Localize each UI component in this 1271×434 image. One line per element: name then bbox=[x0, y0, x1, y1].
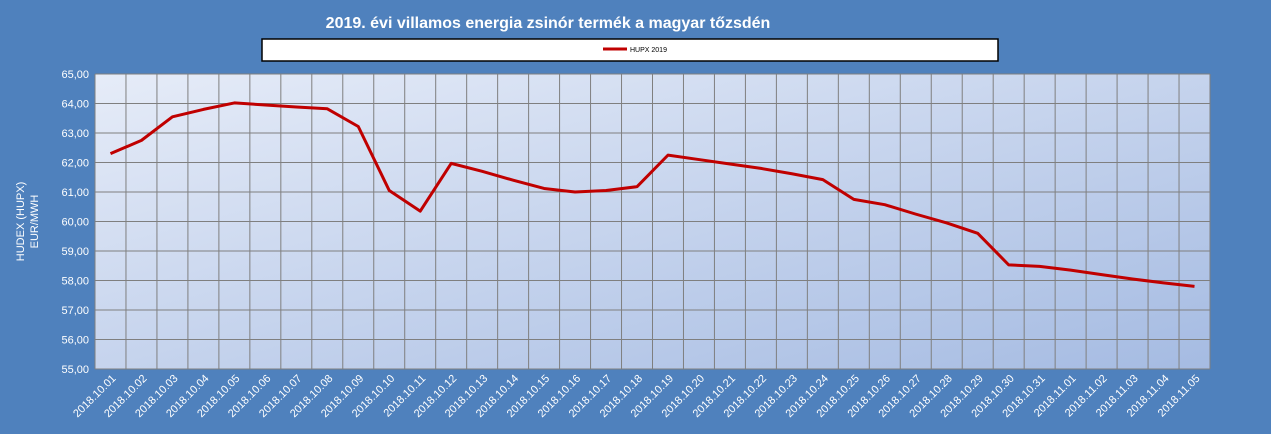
y-tick-label: 56,00 bbox=[61, 335, 89, 347]
y-tick-label: 60,00 bbox=[61, 217, 89, 229]
y-axis-label: EUR/MWH bbox=[29, 195, 41, 249]
y-axis-label: HUDEX (HUPX) bbox=[15, 182, 27, 261]
y-tick-label: 63,00 bbox=[61, 128, 89, 140]
y-tick-label: 62,00 bbox=[61, 158, 89, 170]
y-tick-label: 57,00 bbox=[61, 305, 89, 317]
y-tick-label: 65,00 bbox=[61, 69, 89, 81]
legend-label: HUPX 2019 bbox=[630, 47, 667, 54]
y-tick-label: 61,00 bbox=[61, 187, 89, 199]
y-tick-label: 55,00 bbox=[61, 364, 89, 376]
line-series bbox=[109, 101, 1195, 288]
y-tick-label: 58,00 bbox=[61, 276, 89, 288]
chart-title: 2019. évi villamos energia zsinór termék… bbox=[326, 15, 771, 32]
legend-box bbox=[261, 38, 999, 62]
y-tick-label: 64,00 bbox=[61, 99, 89, 111]
y-tick-label: 59,00 bbox=[61, 246, 89, 258]
